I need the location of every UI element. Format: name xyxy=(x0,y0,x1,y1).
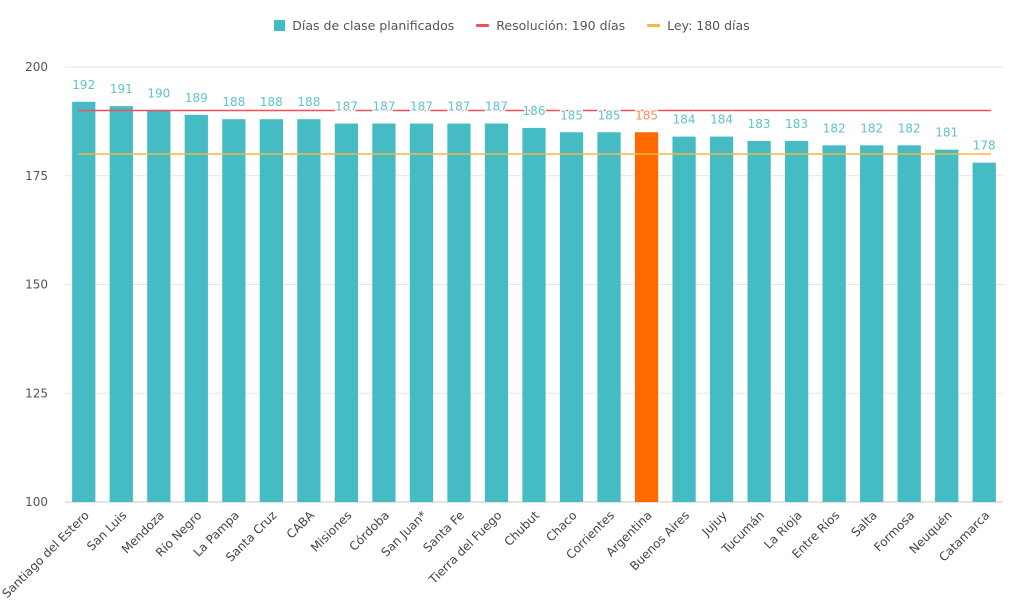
bar xyxy=(522,127,546,503)
bar xyxy=(372,123,396,503)
legend-item-resolucion[interactable]: Resolución: 190 días xyxy=(476,18,625,33)
data-label: 187 xyxy=(485,100,508,114)
data-label: 188 xyxy=(297,95,320,109)
data-label: 183 xyxy=(785,117,808,131)
y-tick-label: 100 xyxy=(25,495,48,509)
data-label: 185 xyxy=(598,108,621,122)
data-label: 184 xyxy=(673,113,696,127)
x-tick-label: Salta xyxy=(848,508,879,539)
bar xyxy=(634,132,659,502)
data-label: 182 xyxy=(823,121,846,135)
bar xyxy=(109,106,133,503)
x-tick-label: Chubut xyxy=(501,508,542,549)
data-label: 187 xyxy=(335,100,358,114)
x-tick-label: Santiago del Estero xyxy=(0,508,92,601)
bar xyxy=(897,145,921,503)
bar xyxy=(597,132,621,502)
bar xyxy=(747,140,771,502)
data-label: 181 xyxy=(935,126,958,140)
data-label: 186 xyxy=(523,104,546,118)
legend-swatch-resolucion xyxy=(476,24,490,27)
bar xyxy=(935,149,959,502)
data-label: 187 xyxy=(372,100,395,114)
bar xyxy=(72,101,96,503)
y-tick-label: 125 xyxy=(25,386,48,400)
legend-label-resolucion: Resolución: 190 días xyxy=(496,18,626,33)
data-label: 185 xyxy=(635,108,658,122)
x-tick-label: CABA xyxy=(284,508,318,542)
y-tick-label: 175 xyxy=(25,169,48,183)
data-label: 182 xyxy=(860,121,883,135)
bar xyxy=(409,123,434,503)
bar xyxy=(709,136,734,502)
bar xyxy=(297,119,321,502)
bar xyxy=(972,162,996,502)
data-label: 187 xyxy=(448,100,471,114)
data-label: 185 xyxy=(560,108,583,122)
chart-legend: Días de clase planificados Resolución: 1… xyxy=(0,18,1024,33)
y-tick-label: 150 xyxy=(25,278,48,292)
bar xyxy=(259,119,283,502)
x-tick-label: Misiones xyxy=(308,508,355,555)
data-label: 187 xyxy=(410,100,433,114)
bar xyxy=(184,114,208,502)
bar xyxy=(559,132,584,502)
bar xyxy=(484,123,509,503)
y-tick-label: 200 xyxy=(25,60,48,74)
data-label: 189 xyxy=(185,91,208,105)
bar xyxy=(672,136,696,502)
data-label: 183 xyxy=(748,117,771,131)
data-label: 190 xyxy=(147,87,170,101)
bar xyxy=(447,123,471,503)
bar xyxy=(785,140,809,502)
x-tick-label: Chaco xyxy=(543,508,579,544)
legend-label-ley: Ley: 180 días xyxy=(667,18,750,33)
data-label: 188 xyxy=(222,95,245,109)
bar xyxy=(860,145,884,503)
bar xyxy=(334,123,359,503)
data-label: 178 xyxy=(973,139,996,153)
bar xyxy=(222,119,246,502)
data-label: 192 xyxy=(72,78,95,92)
bar xyxy=(147,110,171,502)
data-label: 182 xyxy=(898,121,921,135)
x-tick-label: Jujuy xyxy=(698,508,729,539)
bar xyxy=(822,145,846,503)
data-label: 184 xyxy=(710,113,733,127)
legend-swatch-ley xyxy=(647,24,661,27)
legend-item-bars[interactable]: Días de clase planificados xyxy=(274,18,454,33)
legend-item-ley[interactable]: Ley: 180 días xyxy=(647,18,750,33)
legend-swatch-bars xyxy=(274,20,286,31)
data-label: 191 xyxy=(110,82,133,96)
data-label: 188 xyxy=(260,95,283,109)
legend-label-bars: Días de clase planificados xyxy=(292,18,455,33)
